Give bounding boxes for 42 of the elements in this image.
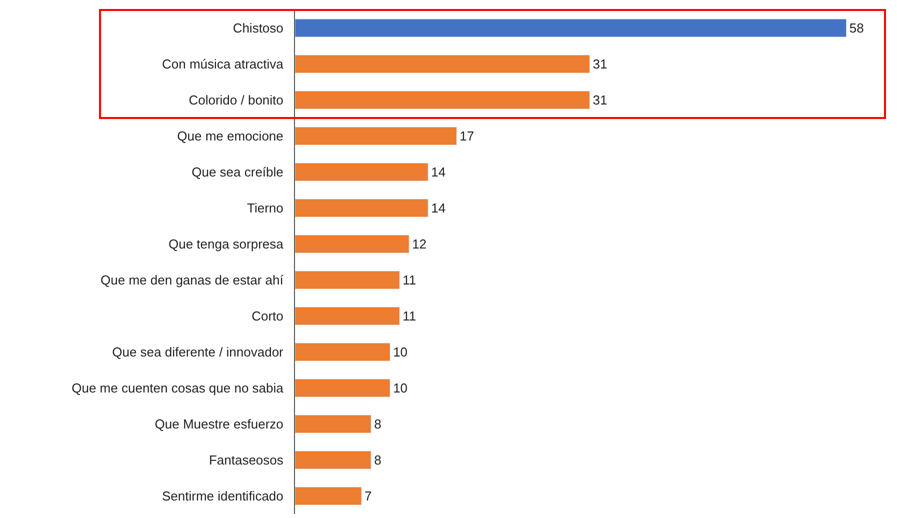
- y-tick-label: Que me den ganas de estar ahí: [100, 272, 284, 288]
- data-label: 11: [402, 272, 416, 288]
- data-label: 10: [393, 344, 408, 360]
- data-label: 12: [412, 236, 427, 252]
- bar: [295, 234, 410, 254]
- bar: [295, 450, 372, 470]
- bar: [295, 162, 428, 182]
- bar: [295, 270, 400, 290]
- data-label: 31: [592, 92, 608, 108]
- y-tick-label: Que me cuenten cosas que no sabia: [72, 380, 284, 396]
- bar: [295, 54, 590, 74]
- bar: [295, 486, 362, 506]
- y-tick-label: Tierno: [247, 200, 284, 216]
- data-label: 31: [592, 56, 608, 72]
- bar: [295, 198, 428, 218]
- y-tick-label: Fantaseosos: [208, 452, 284, 468]
- data-label: 8: [374, 416, 382, 432]
- data-label: 14: [431, 164, 446, 180]
- y-tick-label: Sentirme identificado: [162, 488, 284, 504]
- bar: [295, 18, 847, 38]
- data-label: 17: [460, 128, 474, 144]
- bar: [295, 126, 457, 146]
- bar: [295, 414, 372, 434]
- y-tick-label: Con música atractiva: [162, 56, 284, 72]
- y-tick-label: Colorido / bonito: [188, 92, 284, 108]
- y-tick-label: Que me emocione: [177, 128, 284, 144]
- data-label: 10: [393, 380, 408, 396]
- data-label: 8: [374, 452, 382, 468]
- bar: [295, 90, 590, 110]
- y-tick-label: Que sea diferente / innovador: [112, 344, 284, 360]
- data-label: 58: [849, 20, 864, 36]
- y-tick-label: Corto: [252, 308, 284, 324]
- y-tick-label: Que sea creíble: [192, 164, 284, 180]
- data-label: 11: [402, 308, 416, 324]
- bar: [295, 342, 390, 362]
- data-label: 14: [431, 200, 446, 216]
- y-tick-label: Que Muestre esfuerzo: [154, 416, 284, 432]
- bar: [295, 306, 400, 326]
- y-tick-label: Chistoso: [232, 20, 284, 36]
- y-tick-label: Que tenga sorpresa: [168, 236, 284, 252]
- bar: [295, 378, 390, 398]
- data-label: 7: [364, 488, 372, 504]
